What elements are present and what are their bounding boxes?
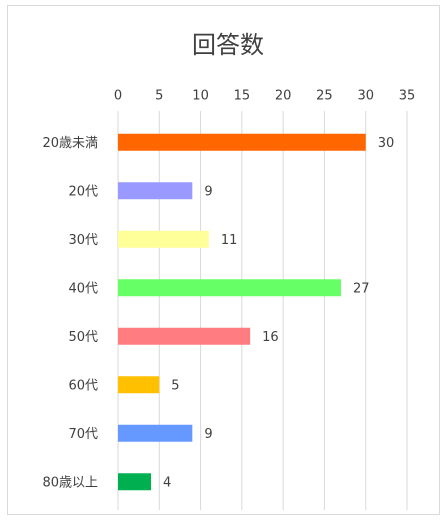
y-tick-label: 40代 (68, 281, 98, 296)
data-label: 9 (204, 184, 212, 199)
x-tick-label: 15 (234, 89, 251, 104)
data-label: 5 (171, 378, 179, 393)
y-tick-label: 80歳以上 (42, 475, 98, 490)
y-tick-label: 50代 (68, 330, 98, 345)
y-tick-label: 60代 (68, 378, 98, 393)
data-label: 9 (204, 427, 212, 442)
chart-title: 回答数 (192, 31, 264, 59)
bar (118, 424, 193, 442)
data-label: 4 (163, 475, 171, 490)
bar (118, 473, 152, 491)
data-label: 11 (221, 233, 238, 248)
bar (118, 230, 209, 248)
bar (118, 182, 193, 200)
bar (118, 279, 341, 297)
x-tick-label: 30 (357, 89, 374, 104)
y-tick-label: 20歳未満 (42, 136, 98, 151)
bar (118, 327, 251, 345)
x-tick-label: 10 (192, 89, 209, 104)
y-tick-label: 30代 (68, 233, 98, 248)
x-tick-label: 20 (275, 89, 292, 104)
x-tick-label: 0 (114, 89, 122, 104)
chart-border (7, 5, 440, 515)
data-label: 27 (353, 281, 370, 296)
data-label: 30 (378, 136, 395, 151)
x-tick-label: 25 (316, 89, 333, 104)
y-tick-label: 20代 (68, 184, 98, 199)
x-tick-label: 35 (399, 89, 416, 104)
data-label: 16 (262, 330, 279, 345)
bar (118, 376, 160, 394)
y-tick-label: 70代 (68, 427, 98, 442)
x-tick-label: 5 (155, 89, 163, 104)
bar (118, 133, 366, 151)
